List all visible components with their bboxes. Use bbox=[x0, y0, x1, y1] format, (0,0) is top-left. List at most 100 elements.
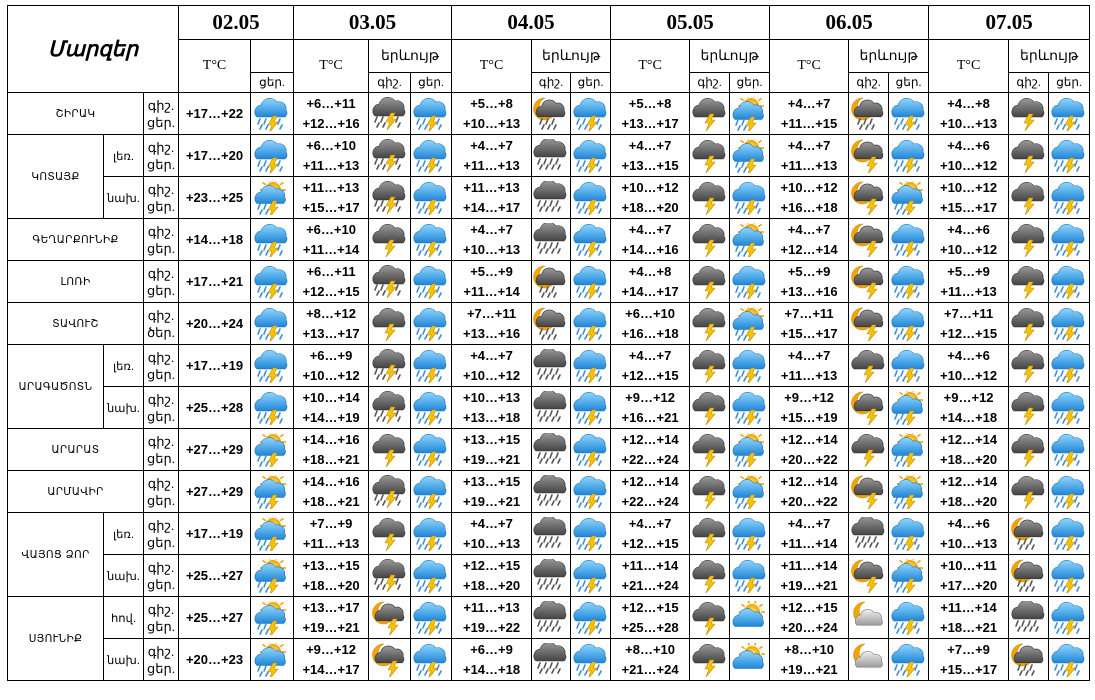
day-temp: +13…+15 bbox=[621, 157, 679, 173]
time-of-day-label: գիշ. ցեր. bbox=[142, 92, 180, 135]
night-temp: +9…+12 bbox=[306, 641, 356, 657]
table-row: ԱՐԱԳԱԾՈՏՆ լեռ. գիշ. ցեր. +17…+19 +6…+9 +10…+12… bbox=[7, 344, 1091, 429]
table-row: ԿՈՏԱՅՔ լեռ. գիշ. ցեր. +17…+20 +6…+10 +11…+13 +4… bbox=[7, 134, 1091, 219]
weather-icon-cell bbox=[531, 344, 572, 387]
temp-cell: +7…+11 +12…+15 bbox=[928, 302, 1010, 345]
day-label: ցեր. bbox=[147, 492, 175, 508]
day-label: ցեր. bbox=[147, 534, 175, 550]
night-temp: +4…+7 bbox=[628, 515, 672, 531]
subregion-label: լեռ. bbox=[103, 134, 144, 177]
subregion-label: լեռ. bbox=[103, 344, 144, 387]
day-label: ցեր. bbox=[147, 618, 175, 634]
forecast-table: Մարզեր 02.05 03.05 04.05 05.05 06.05 07.… bbox=[6, 5, 1091, 681]
night-label: գիշ. bbox=[147, 139, 175, 155]
day-temp: +12…+14 bbox=[780, 241, 838, 257]
table-row: ԱՐՄԱՎԻՐ գիշ. ցեր. +27…+29 +14…+16 +18…+21 +13…… bbox=[7, 470, 1091, 513]
night-temp: +4…+7 bbox=[628, 137, 672, 153]
temp-cell: +5…+8 +13…+17 bbox=[610, 92, 691, 135]
night-temp: +11…+13 bbox=[463, 599, 520, 615]
temp-cell: +10…+14 +14…+19 bbox=[293, 386, 370, 429]
weather-icon-cell bbox=[531, 176, 572, 219]
day-temp: +25…+28 bbox=[621, 619, 679, 635]
weather-icon-cell bbox=[570, 92, 612, 135]
day-temp: +11…+13 bbox=[780, 367, 838, 383]
day-temp: +11…+13 bbox=[940, 283, 997, 299]
weather-icon-cell bbox=[689, 218, 731, 261]
night-temp: +9…+12 bbox=[784, 389, 835, 405]
weather-icon-cell bbox=[250, 218, 295, 261]
day-temp: +13…+17 bbox=[302, 325, 360, 341]
temp-cell: +12…+15 +18…+20 bbox=[451, 554, 533, 597]
temp-cell: +4…+7 +12…+15 bbox=[610, 512, 691, 555]
weather-icon-cell bbox=[729, 344, 771, 387]
day-temp: +11…+13 bbox=[780, 157, 838, 173]
weather-icon-cell bbox=[729, 260, 771, 303]
weather-icon-cell bbox=[689, 638, 731, 681]
weather-icon-cell bbox=[531, 596, 572, 639]
day-temp: +18…+21 bbox=[940, 619, 998, 635]
day-temp: +12…+16 bbox=[302, 115, 360, 131]
weather-icon-cell bbox=[570, 260, 612, 303]
night-label: գիշ. bbox=[147, 391, 175, 407]
day-temp: +14…+18 bbox=[940, 409, 998, 425]
time-of-day-label: գիշ. ցեր. bbox=[142, 134, 180, 177]
day-temp: +18…+20 bbox=[302, 577, 360, 593]
day-temp: +13…+16 bbox=[462, 325, 521, 341]
night-temp: +6…+11 bbox=[306, 95, 356, 111]
night-temp: +12…+14 bbox=[780, 431, 838, 447]
day-temp: +19…+21 bbox=[302, 619, 360, 635]
weather-icon-cell bbox=[410, 176, 453, 219]
temp-cell: +4…+8 +10…+13 bbox=[928, 92, 1010, 135]
day-temp: +10…+12 bbox=[940, 241, 998, 257]
temp-cell: +4…+7 +10…+12 bbox=[451, 344, 533, 387]
temp-cell: +27…+29 bbox=[178, 470, 252, 513]
time-of-day-label: գիշ. ցեր. bbox=[142, 512, 180, 555]
weather-icon-cell bbox=[1048, 344, 1091, 387]
temp-cell: +11…+14 +19…+21 bbox=[769, 554, 850, 597]
night-temp: +4…+7 bbox=[470, 515, 513, 531]
weather-icon-cell bbox=[250, 92, 295, 135]
night-label: գիշ. bbox=[147, 307, 175, 323]
night-temp: +10…+12 bbox=[780, 179, 838, 195]
night-temp: +4…+7 bbox=[787, 347, 831, 363]
temp-cell: +12…+14 +18…+20 bbox=[928, 428, 1010, 471]
weather-icon-cell bbox=[1048, 218, 1091, 261]
weather-icon-cell bbox=[689, 470, 731, 513]
weather-icon-cell bbox=[729, 554, 771, 597]
weather-icon-cell bbox=[250, 176, 295, 219]
day-label: ցեր. bbox=[147, 576, 175, 592]
day-temp: +14…+17 bbox=[621, 283, 679, 299]
table-row: ԼՈՌԻ գիշ. ցեր. +17…+21 +6…+11 +12…+15 +5…+9 +11… bbox=[7, 260, 1091, 303]
weather-icon-cell bbox=[888, 386, 930, 429]
day-label: ցեր. bbox=[147, 282, 175, 298]
night-temp: +11…+13 bbox=[302, 179, 360, 195]
temp-cell: +4…+7 +11…+14 bbox=[769, 512, 850, 555]
temp-cell: +6…+9 +10…+12 bbox=[293, 344, 370, 387]
weather-icon-cell bbox=[570, 302, 612, 345]
weather-icon-cell bbox=[689, 134, 731, 177]
weather-icon-cell bbox=[570, 554, 612, 597]
night-temp: +4…+7 bbox=[470, 137, 513, 153]
weather-icon-cell bbox=[570, 428, 612, 471]
temp-cell: +6…+11 +12…+15 bbox=[293, 260, 370, 303]
temp-cell: +14…+16 +18…+21 bbox=[293, 428, 370, 471]
day-temp: +18…+20 bbox=[462, 577, 521, 593]
subregion-label: լեռ. bbox=[103, 512, 144, 555]
temp-cell: +25…+27 bbox=[178, 596, 252, 639]
temp-cell: +4…+7 +11…+13 bbox=[769, 344, 850, 387]
night-temp: +7…+11 bbox=[784, 305, 834, 321]
table-row: նախ. գիշ. ցեր. +25…+27 +13…+15 +18…+20 +12…+15… bbox=[8, 554, 1091, 597]
weather-icon-cell bbox=[689, 344, 731, 387]
weather-icon-cell bbox=[848, 92, 890, 135]
weather-icon-cell bbox=[689, 92, 731, 135]
night-temp: +14…+16 bbox=[302, 431, 360, 447]
day-temp: +18…+20 bbox=[940, 451, 998, 467]
temp-cell: +4…+6 +10…+12 bbox=[928, 134, 1010, 177]
night-temp: +11…+14 bbox=[621, 557, 679, 573]
temp-cell: +4…+7 +14…+16 bbox=[610, 218, 691, 261]
day-temp: +18…+20 bbox=[621, 199, 679, 215]
day-temp: +14…+16 bbox=[621, 241, 679, 257]
temp-cell: +25…+27 bbox=[178, 554, 252, 597]
temp-cell: +10…+13 +13…+18 bbox=[451, 386, 533, 429]
temp-cell: +27…+29 bbox=[178, 428, 252, 471]
